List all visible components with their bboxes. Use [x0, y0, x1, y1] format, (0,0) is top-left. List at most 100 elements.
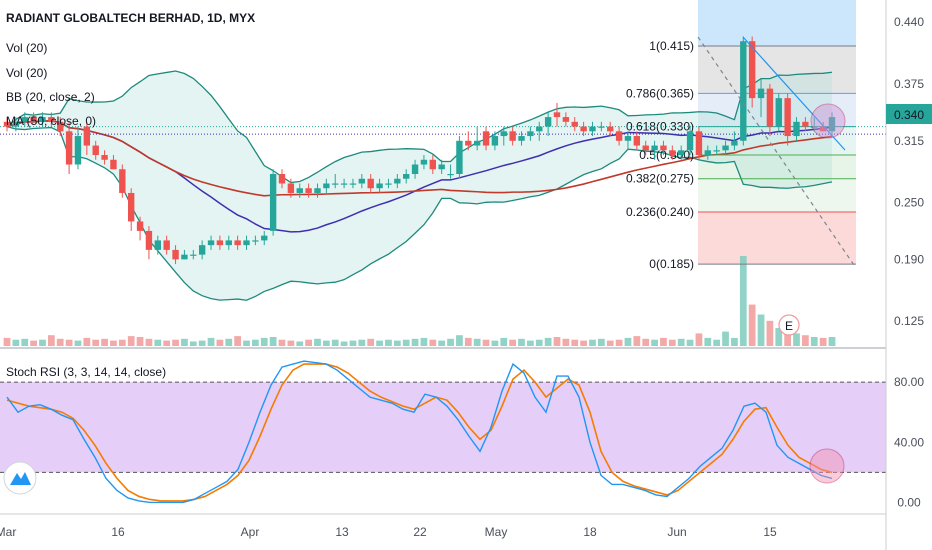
- volume-bar: [819, 337, 827, 346]
- candle-body: [305, 188, 312, 193]
- volume-bar: [668, 339, 676, 346]
- fib-label: 0.618(0.330): [626, 120, 694, 134]
- volume-bar: [269, 337, 277, 346]
- candle-body: [411, 164, 419, 174]
- date-tick-label: 16: [111, 525, 125, 539]
- volume-bar: [189, 341, 197, 346]
- highlight-circle-price[interactable]: [810, 103, 846, 139]
- volume-bar: [704, 337, 712, 346]
- volume-bar: [278, 339, 286, 346]
- stoch-axis[interactable]: 80.00 40.00 0.00: [894, 375, 924, 509]
- fib-zone-5: [698, 211, 856, 265]
- volume-bar: [39, 339, 46, 346]
- candle-body: [740, 41, 747, 141]
- volume-bar: [287, 340, 295, 346]
- volume-bar: [713, 339, 721, 346]
- indicator-label-vol-2[interactable]: Vol (20): [6, 66, 47, 80]
- candle-body: [225, 240, 232, 246]
- fib-trendline[interactable]: [697, 36, 857, 269]
- volume-bar: [775, 328, 783, 346]
- candle-body: [819, 126, 827, 132]
- volume-bar: [393, 340, 401, 346]
- candle-body: [145, 230, 153, 250]
- candle-body: [713, 150, 720, 152]
- candle-body: [154, 240, 161, 250]
- tradingview-logo[interactable]: [3, 461, 37, 495]
- volume-bar: [473, 338, 481, 346]
- candle-body: [48, 117, 55, 122]
- volume-bar: [322, 340, 330, 346]
- volume-bar: [482, 339, 490, 346]
- volume-bar: [615, 339, 623, 346]
- candle-body: [793, 121, 800, 137]
- candle-body: [465, 140, 472, 146]
- candle-body: [678, 150, 685, 156]
- volume-bar: [136, 337, 144, 346]
- date-tick-label: Jun: [667, 525, 686, 539]
- volume-bar: [518, 338, 525, 346]
- fib-zone-3: [698, 155, 856, 179]
- fib-label: 0.236(0.240): [626, 205, 694, 219]
- fib-label: 0.786(0.365): [626, 86, 694, 100]
- volume-bar: [21, 338, 29, 346]
- candle-body: [119, 169, 126, 193]
- candle-body: [598, 126, 605, 128]
- date-tick-label: May: [485, 525, 508, 539]
- last-price-tag: 0.340: [886, 104, 932, 124]
- volume-bar: [385, 339, 392, 346]
- volume-bar: [243, 340, 250, 346]
- price-tick-label: 0.315: [894, 134, 924, 148]
- volume-bar: [509, 339, 517, 346]
- volume-bar: [92, 339, 100, 346]
- volume-bar: [810, 337, 818, 346]
- candle-body: [429, 159, 436, 170]
- candle-body: [447, 174, 454, 176]
- volume-bar: [828, 337, 836, 346]
- candle-body: [74, 136, 82, 165]
- volume-bar: [642, 338, 650, 346]
- candle-body: [65, 131, 73, 165]
- indicator-label-ma[interactable]: MA (50, close, 0): [6, 114, 96, 128]
- date-tick-label: Mar: [0, 525, 16, 539]
- candle-body: [669, 150, 676, 156]
- volume-bar: [802, 335, 809, 346]
- volume-bar: [83, 337, 91, 346]
- earnings-marker[interactable]: E: [778, 314, 800, 336]
- candle-body: [438, 164, 445, 170]
- volume-bar: [30, 340, 37, 346]
- candle-body: [128, 192, 135, 222]
- price-axis[interactable]: 0.440 0.375 0.315 0.250 0.190 0.125: [894, 15, 924, 328]
- volume-bar: [597, 338, 605, 346]
- volume-bar: [686, 339, 694, 346]
- candle-body: [163, 240, 170, 250]
- candle-body: [784, 98, 791, 137]
- candle-body: [527, 131, 534, 137]
- volume-bar: [784, 331, 792, 346]
- candle-body: [234, 240, 241, 246]
- stoch-rsi-title[interactable]: Stoch RSI (3, 3, 14, 14, close): [6, 365, 166, 379]
- candle-body: [198, 245, 206, 255]
- highlight-circle-stoch[interactable]: [809, 448, 845, 484]
- candle-body: [340, 183, 348, 185]
- candle-body: [394, 178, 401, 184]
- date-tick-label: 22: [413, 525, 427, 539]
- volume-bar: [633, 336, 641, 346]
- candle-body: [12, 121, 20, 127]
- volume-bar: [376, 340, 383, 346]
- volume-bar: [367, 338, 375, 346]
- date-axis[interactable]: Mar 16 Apr 13 22 May 18 Jun 15: [0, 525, 777, 539]
- candle-body: [642, 145, 649, 151]
- candle-body: [571, 121, 578, 127]
- candle-body: [651, 145, 658, 151]
- price-tick-label: 0.375: [894, 77, 924, 91]
- volume-bar: [464, 337, 472, 346]
- candle-body: [269, 174, 277, 231]
- indicator-label-vol-1[interactable]: Vol (20): [6, 41, 47, 55]
- volume-bar: [198, 340, 206, 346]
- volume-bar: [3, 337, 11, 346]
- candle-body: [607, 126, 614, 132]
- trendline-down[interactable]: [742, 36, 846, 151]
- indicator-label-bb[interactable]: BB (20, close, 2): [6, 90, 95, 104]
- candle-body: [828, 117, 836, 132]
- volume-bar: [118, 339, 126, 346]
